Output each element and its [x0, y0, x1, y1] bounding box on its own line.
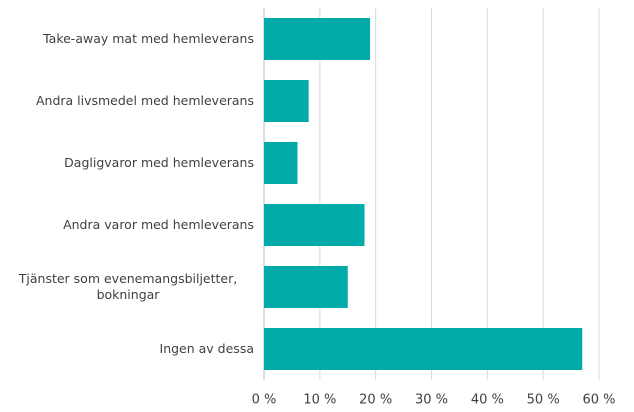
bar	[264, 328, 583, 370]
x-tick-label: 0 %	[252, 393, 277, 408]
bar	[264, 18, 371, 60]
bar	[264, 266, 348, 308]
y-tick-label: Ingen av dessa	[159, 341, 254, 356]
y-tick-label-box: Dagligvaror med hemleverans	[2, 138, 254, 188]
x-tick-label: 20 %	[359, 393, 392, 408]
y-tick-label-box: Take-away mat med hemleverans	[2, 14, 254, 64]
y-tick-label: Take-away mat med hemleverans	[43, 31, 254, 46]
bar	[264, 142, 298, 184]
y-tick-label-box: Andra livsmedel med hemleverans	[2, 76, 254, 126]
y-tick-label: Dagligvaror med hemleverans	[64, 155, 254, 170]
y-tick-label: Andra varor med hemleverans	[63, 217, 254, 232]
x-tick-label: 10 %	[303, 393, 336, 408]
y-tick-label-box: Ingen av dessa	[2, 324, 254, 374]
x-tick-label: 40 %	[471, 393, 504, 408]
y-tick-label-box: Andra varor med hemleverans	[2, 200, 254, 250]
y-tick-label: Tjänster som evenemangsbiljetter, boknin…	[18, 271, 238, 302]
x-tick-label: 50 %	[527, 393, 560, 408]
bar	[264, 204, 365, 246]
x-tick-label: 30 %	[415, 393, 448, 408]
y-tick-label: Andra livsmedel med hemleverans	[35, 93, 254, 108]
x-tick-label: 60 %	[582, 393, 615, 408]
bar	[264, 80, 309, 122]
y-tick-label-box: Tjänster som evenemangsbiljetter, boknin…	[2, 262, 254, 312]
